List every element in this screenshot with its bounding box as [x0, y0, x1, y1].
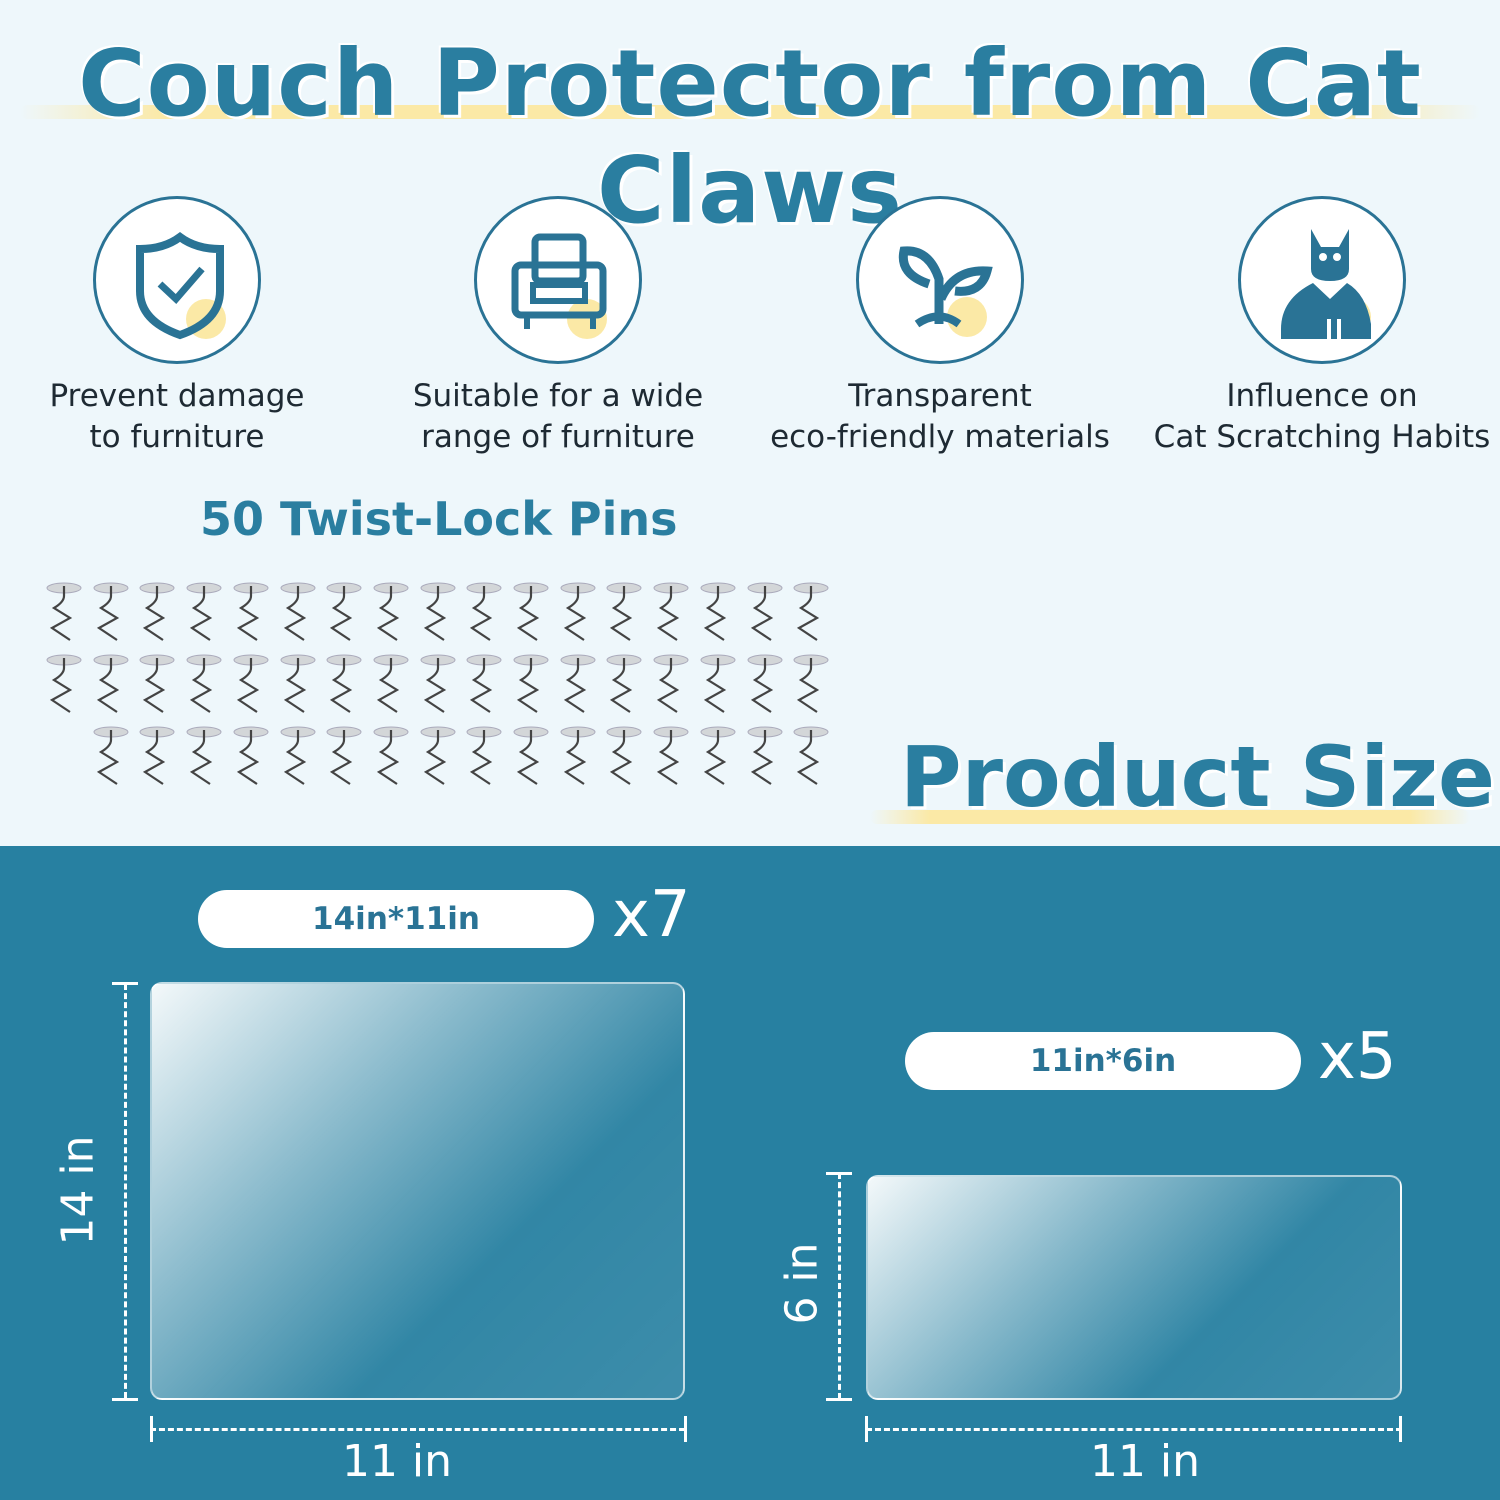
- feature-suitable: Suitable for a wide range of furniture: [368, 196, 748, 458]
- twist-pin-icon: [558, 652, 598, 722]
- twist-pin-icon: [791, 580, 831, 650]
- dimension-cap: [150, 1416, 153, 1442]
- twist-pin-icon: [604, 580, 644, 650]
- sprout-icon: [856, 196, 1024, 364]
- dimension-cap: [826, 1398, 852, 1401]
- dimension-cap: [112, 1398, 138, 1401]
- quantity-small: x5: [1318, 1020, 1397, 1094]
- twist-pin-icon: [418, 652, 458, 722]
- twist-pin-icon: [745, 724, 785, 794]
- twist-pin-icon: [231, 652, 271, 722]
- twist-pin-icon: [324, 580, 364, 650]
- twist-pin-icon: [558, 724, 598, 794]
- twist-pin-icon: [137, 652, 177, 722]
- protector-sheet-small: [866, 1175, 1402, 1400]
- twist-pin-icon: [91, 724, 131, 794]
- twist-pin-icon: [91, 652, 131, 722]
- twist-pin-icon: [651, 580, 691, 650]
- twist-pin-icon: [278, 724, 318, 794]
- feature-line: Influence on: [1226, 378, 1418, 414]
- twist-pin-icon: [324, 652, 364, 722]
- feature-prevent-damage: Prevent damage to furniture: [0, 196, 367, 458]
- twist-pin-icon: [137, 580, 177, 650]
- twist-pin-icon: [745, 580, 785, 650]
- quantity-large: x7: [612, 878, 691, 952]
- feature-line: Prevent damage: [49, 378, 305, 414]
- height-label-large: 14 in: [52, 1135, 104, 1246]
- size-title: Product Size: [900, 728, 1495, 826]
- title-underline: [20, 105, 1480, 119]
- pins-title: 50 Twist-Lock Pins: [200, 492, 678, 546]
- width-dimension-line: [150, 1428, 685, 1431]
- twist-pin-icon: [44, 652, 84, 722]
- twist-pin-icon: [371, 580, 411, 650]
- twist-pin-icon: [604, 724, 644, 794]
- width-dimension-line: [866, 1428, 1402, 1431]
- feature-line: eco-friendly materials: [770, 419, 1110, 455]
- armchair-icon: [474, 196, 642, 364]
- twist-pin-icon: [184, 580, 224, 650]
- twist-pin-icon: [231, 580, 271, 650]
- twist-pin-icon: [651, 724, 691, 794]
- twist-pin-icon: [371, 724, 411, 794]
- twist-pin-icon: [418, 580, 458, 650]
- feature-line: Transparent: [848, 378, 1032, 414]
- feature-transparent: Transparent eco-friendly materials: [750, 196, 1130, 458]
- twist-pin-icon: [324, 724, 364, 794]
- twist-pin-icon: [651, 652, 691, 722]
- twist-pin-icon: [371, 652, 411, 722]
- size-label-large: 14in*11in: [198, 890, 594, 948]
- height-dimension-line: [838, 1173, 841, 1399]
- twist-pin-icon: [511, 724, 551, 794]
- twist-pin-icon: [184, 724, 224, 794]
- twist-pin-icon: [698, 580, 738, 650]
- twist-pin-icon: [558, 580, 598, 650]
- twist-pin-icon: [91, 580, 131, 650]
- dimension-cap: [112, 982, 138, 985]
- height-label-small: 6 in: [776, 1242, 828, 1325]
- twist-pin-icon: [698, 724, 738, 794]
- twist-pin-icon: [137, 724, 177, 794]
- width-label-large: 11 in: [341, 1436, 453, 1487]
- page-title: Couch Protector from Cat Claws: [78, 30, 1422, 244]
- twist-pin-icon: [278, 580, 318, 650]
- twist-pin-icon: [464, 580, 504, 650]
- twist-pin-icon: [418, 724, 458, 794]
- twist-pin-icon: [745, 652, 785, 722]
- twist-pin-icon: [464, 652, 504, 722]
- feature-influence: Influence on Cat Scratching Habits: [1132, 196, 1500, 458]
- size-underline: [870, 810, 1470, 824]
- twist-pin-icon: [231, 724, 271, 794]
- dimension-cap: [826, 1172, 852, 1175]
- twist-pin-icon: [278, 652, 318, 722]
- feature-line: to furniture: [89, 419, 265, 455]
- height-dimension-line: [124, 984, 127, 1398]
- twist-pin-icon: [184, 652, 224, 722]
- feature-line: Suitable for a wide: [412, 378, 704, 414]
- twist-pin-icon: [791, 652, 831, 722]
- feature-line: range of furniture: [421, 419, 695, 455]
- cat-icon: [1238, 196, 1406, 364]
- twist-pin-icon: [511, 652, 551, 722]
- size-label-small: 11in*6in: [905, 1032, 1301, 1090]
- twist-pin-icon: [464, 724, 504, 794]
- twist-pin-icon: [698, 652, 738, 722]
- twist-pin-icon: [44, 580, 84, 650]
- twist-pin-icon: [791, 724, 831, 794]
- dimension-cap: [865, 1416, 868, 1442]
- dimension-cap: [684, 1416, 687, 1442]
- twist-pin-icon: [604, 652, 644, 722]
- dimension-cap: [1399, 1416, 1402, 1442]
- protector-sheet-large: [150, 982, 685, 1400]
- twist-pin-icon: [511, 580, 551, 650]
- shield-check-icon: [93, 196, 261, 364]
- width-label-small: 11 in: [1089, 1436, 1201, 1487]
- feature-line: Cat Scratching Habits: [1153, 419, 1491, 455]
